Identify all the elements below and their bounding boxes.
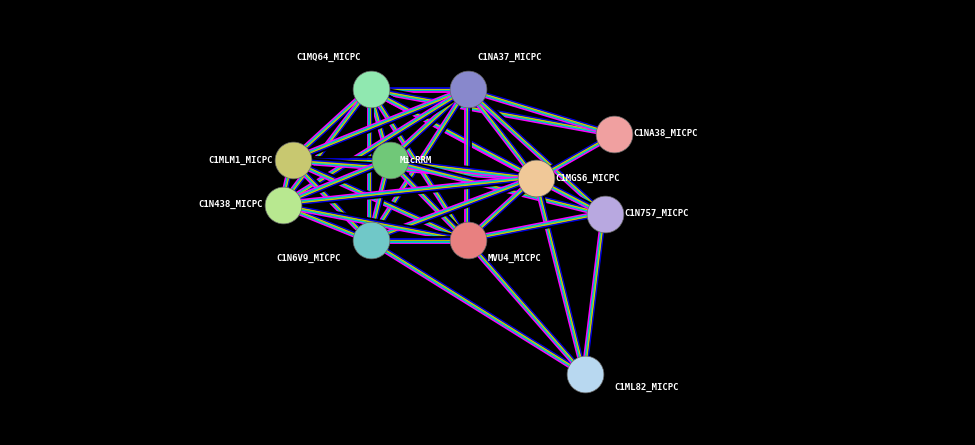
Text: C1NA38_MICPC: C1NA38_MICPC (634, 129, 698, 138)
Point (577, 370, 593, 377)
Text: C1ML82_MICPC: C1ML82_MICPC (614, 383, 679, 392)
Point (285, 157, 300, 164)
Text: C1N757_MICPC: C1N757_MICPC (624, 209, 688, 218)
Text: C1NA37_MICPC: C1NA37_MICPC (478, 53, 542, 62)
Point (597, 210, 612, 217)
Text: C1N6V9_MICPC: C1N6V9_MICPC (277, 254, 341, 263)
Point (460, 85, 476, 93)
Point (363, 85, 378, 93)
Point (382, 157, 398, 164)
Text: MVU4_MICPC: MVU4_MICPC (488, 254, 541, 263)
Point (363, 237, 378, 244)
Point (606, 130, 622, 137)
Text: MicRRM: MicRRM (400, 156, 432, 165)
Text: C1MLM1_MICPC: C1MLM1_MICPC (209, 156, 273, 165)
Point (460, 237, 476, 244)
Text: C1N438_MICPC: C1N438_MICPC (199, 200, 263, 209)
Point (528, 174, 544, 182)
Text: C1MGS6_MICPC: C1MGS6_MICPC (556, 174, 620, 182)
Text: C1MQ64_MICPC: C1MQ64_MICPC (296, 53, 361, 62)
Point (275, 201, 291, 208)
